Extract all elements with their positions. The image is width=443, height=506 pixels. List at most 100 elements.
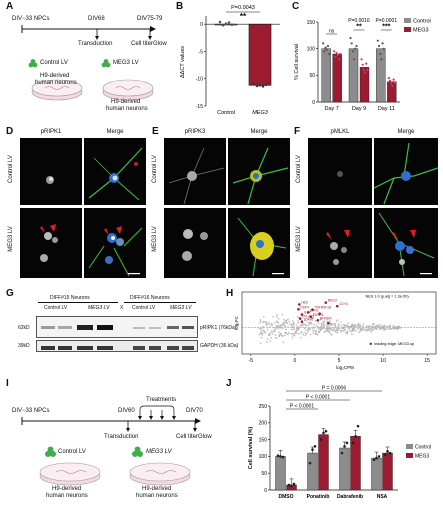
background-point xyxy=(284,331,287,334)
background-point xyxy=(312,326,314,328)
background-point xyxy=(336,329,339,332)
background-point xyxy=(347,322,349,325)
data-point xyxy=(375,456,378,460)
panel-e-micrographs: pRIPK3 Merge Control LV MEG3 LV xyxy=(148,126,294,286)
x-lane: X xyxy=(120,305,124,311)
background-point xyxy=(319,328,322,330)
background-point xyxy=(319,326,321,328)
background-point xyxy=(340,324,342,327)
gene-label: EDNR1 xyxy=(313,313,324,317)
p-value: P=0.0001 xyxy=(376,18,398,24)
data-point xyxy=(392,78,395,81)
background-point xyxy=(352,324,354,326)
background-point xyxy=(348,327,350,329)
background-point xyxy=(302,323,305,326)
background-point xyxy=(326,325,328,327)
background-point xyxy=(352,328,355,331)
background-point xyxy=(357,327,359,330)
background-point xyxy=(266,322,268,325)
background-point xyxy=(370,329,373,331)
background-point xyxy=(263,330,266,332)
x-tick-label: Dabrafenib xyxy=(337,494,363,500)
panel-b-chart: 0 -5 -10 -15 ΔΔCT values Control MEG3 P=0.0043*… xyxy=(180,5,280,116)
background-point xyxy=(300,336,302,339)
diff16-bracket xyxy=(124,302,196,303)
background-point xyxy=(276,327,279,329)
background-point xyxy=(346,330,349,332)
image-pripk3-meg3 xyxy=(164,208,226,278)
background-point xyxy=(352,329,355,332)
y-tick-label: 0 xyxy=(312,100,315,106)
data-point xyxy=(279,455,282,458)
background-point xyxy=(378,323,381,326)
background-point xyxy=(327,330,330,332)
background-point xyxy=(383,329,385,332)
background-point xyxy=(331,329,334,331)
background-point xyxy=(329,332,332,335)
background-point xyxy=(284,325,287,327)
background-point xyxy=(271,333,274,335)
background-point xyxy=(317,322,320,325)
celltiter-label: Cell titerGlow xyxy=(131,41,167,47)
legend-label: MEG3 xyxy=(415,454,429,460)
background-point xyxy=(347,325,350,328)
background-point xyxy=(304,334,307,337)
background-point xyxy=(312,332,315,334)
gene-label: EFH1 xyxy=(310,308,318,312)
background-point xyxy=(281,313,284,316)
background-point xyxy=(291,320,294,322)
x-tick-label: MEG3 xyxy=(252,110,269,116)
h9-line1-b: H9-derived xyxy=(111,99,141,105)
background-point xyxy=(333,327,335,329)
image-merge-meg3-d xyxy=(84,208,146,278)
background-point xyxy=(330,334,333,336)
x-tick-label: 15 xyxy=(424,358,430,364)
gene-label: CFLAR1 xyxy=(302,315,314,319)
highlight-point xyxy=(298,303,301,306)
y-tick-label: 250 xyxy=(259,404,268,410)
h9-line1-i-a: H9-derived xyxy=(52,486,82,492)
npcs-label-i: DIV−33 NPCs xyxy=(12,408,50,414)
y-tick-label: 150 xyxy=(259,437,268,443)
background-point xyxy=(297,333,300,335)
y-tick-label: 100 xyxy=(307,46,316,52)
background-point xyxy=(265,341,268,344)
background-point xyxy=(365,327,368,329)
background-point xyxy=(278,335,281,338)
diff16-label: DIFF#16 Neurons xyxy=(130,295,170,301)
mw-62kd: 62kD xyxy=(18,325,30,331)
image-pmlkl-meg3 xyxy=(308,208,372,278)
image-merge-control-d xyxy=(84,138,146,205)
background-point xyxy=(352,326,355,329)
bar-control-2 xyxy=(376,48,386,103)
bar-meg3-nsa xyxy=(382,452,393,491)
background-point xyxy=(320,325,323,328)
data-point xyxy=(322,42,325,45)
y-tick-label: 50 xyxy=(261,471,267,477)
legend-label: Control xyxy=(413,19,431,25)
background-point xyxy=(262,326,265,329)
background-point xyxy=(297,325,299,328)
background-point xyxy=(297,316,300,319)
background-point xyxy=(308,323,311,325)
data-point xyxy=(258,83,262,87)
background-point xyxy=(314,333,317,335)
panel-g-western-blot: DIFF#15 Neurons DIFF#16 Neurons Control … xyxy=(0,288,238,374)
background-point xyxy=(320,328,323,331)
background-point xyxy=(291,332,294,335)
data-point xyxy=(319,438,323,441)
data-point xyxy=(372,458,376,462)
background-point xyxy=(264,331,266,334)
data-point xyxy=(388,451,392,455)
background-point xyxy=(369,325,372,327)
background-point xyxy=(275,328,277,331)
bar-control-dmso xyxy=(275,456,286,491)
background-point xyxy=(270,323,273,326)
data-point xyxy=(353,58,356,61)
meg3-lv-label-i: MEG3 LV xyxy=(146,449,172,455)
background-point xyxy=(340,321,342,323)
meg3-lv-15: MEG3 LV xyxy=(88,305,110,311)
control-lv-label: Control LV xyxy=(40,60,68,66)
row-control-lv-d: Control LV xyxy=(8,155,14,183)
background-point xyxy=(315,324,318,327)
